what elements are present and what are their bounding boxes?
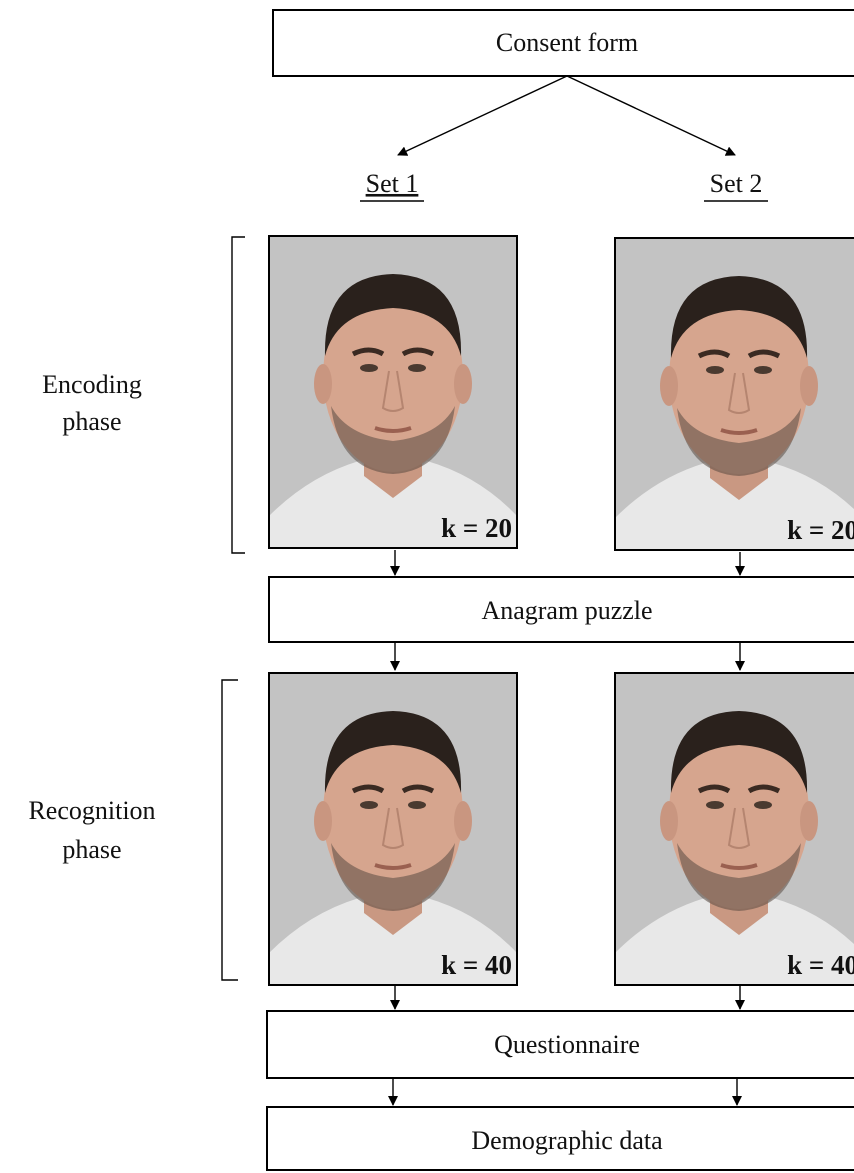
phase-label: phase (62, 835, 121, 864)
photo: k = 20 (269, 236, 517, 548)
step-label: Questionnaire (494, 1030, 640, 1059)
k-label: k = 20 (787, 515, 854, 545)
photo: k = 40 (615, 673, 854, 985)
photo: k = 40 (269, 673, 517, 985)
phase-label: phase (62, 407, 121, 436)
bracket (221, 679, 238, 981)
set-label: Set 2 (710, 169, 763, 198)
step-box (268, 576, 854, 643)
phase-label: Encoding (42, 370, 142, 399)
arrow (397, 75, 568, 156)
step-box (266, 1106, 854, 1171)
step-label: Anagram puzzle (481, 596, 652, 625)
step-box (266, 1010, 854, 1079)
arrow (566, 75, 736, 156)
consent-title: Consent form (496, 28, 638, 57)
k-label: k = 40 (441, 950, 512, 980)
phase-label: Recognition (28, 796, 155, 825)
set-label: Set 1 (366, 169, 419, 198)
k-label: k = 20 (441, 513, 512, 543)
step-label: Demographic data (471, 1126, 663, 1155)
bracket (231, 236, 245, 554)
k-label: k = 40 (787, 950, 854, 980)
consent-box (272, 9, 854, 77)
photo: k = 20 (615, 238, 854, 550)
